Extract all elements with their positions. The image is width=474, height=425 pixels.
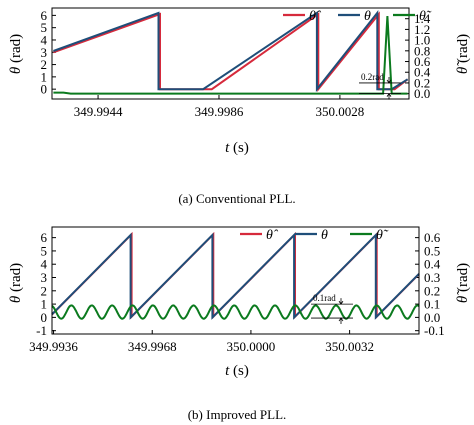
y2-tick-label: 1.2 bbox=[414, 22, 430, 37]
y2-tick-label: 0.6 bbox=[424, 230, 441, 245]
b-x-ticks: 349.9936 349.9968 350.0000 350.0032 bbox=[29, 330, 374, 354]
a-y2-axis-label: θ̃ (rad) bbox=[455, 34, 471, 74]
y-tick-label: 6 bbox=[41, 230, 48, 245]
series-line bbox=[53, 15, 408, 95]
a-plot-frame bbox=[51, 7, 410, 100]
y2-tick-label: 0.5 bbox=[424, 243, 440, 258]
y-tick-label: 1 bbox=[41, 297, 48, 312]
y-tick-label: 5 bbox=[41, 243, 48, 258]
y2-tick-label: 0.0 bbox=[424, 310, 440, 325]
series-line bbox=[53, 10, 409, 93]
x-tick-label: 350.0000 bbox=[227, 339, 276, 354]
y2-tick-label: 0.2 bbox=[414, 75, 430, 90]
y-tick-label: 0 bbox=[41, 310, 48, 325]
y2-tick-label: 0.4 bbox=[424, 257, 441, 272]
legend-label: θ̂ bbox=[309, 9, 322, 24]
b-y2-axis-label: θ̃ (rad) bbox=[455, 263, 471, 303]
b-right-ticks: -0.10.00.10.20.30.40.50.6 bbox=[415, 230, 445, 338]
y-tick-label: 3 bbox=[41, 45, 48, 60]
annotation-arrow-down bbox=[338, 298, 344, 305]
y-tick-label: 1 bbox=[41, 69, 48, 84]
series-line bbox=[51, 232, 420, 320]
x-tick-label: 350.0028 bbox=[316, 104, 365, 119]
y2-tick-label: 0.0 bbox=[414, 86, 430, 101]
y2-tick-label: 0.1 bbox=[424, 297, 440, 312]
a-y-axis-label: θ (rad) bbox=[8, 34, 24, 74]
y-tick-label: 4 bbox=[41, 257, 48, 272]
y-label-var: θ bbox=[8, 63, 24, 74]
y2-tick-label: 0.3 bbox=[424, 270, 440, 285]
y2-tick-label: 0.8 bbox=[414, 43, 430, 58]
legend-label: θ bbox=[321, 228, 328, 243]
y-tick-label: 2 bbox=[41, 57, 48, 72]
y2-tick-label: 1.0 bbox=[414, 33, 430, 48]
x-tick-label: 349.9944 bbox=[74, 104, 123, 119]
a-right-ticks: 0.00.20.40.60.81.01.21.4 bbox=[405, 11, 431, 101]
a-caption: (a) Conventional PLL. bbox=[178, 191, 295, 206]
a-x-axis-label: t (s) bbox=[225, 140, 249, 156]
y2-label-unit: (rad) bbox=[455, 263, 471, 292]
b-x-axis-label: t (s) bbox=[225, 363, 249, 379]
b-legend: θ̂ θ θ̃ bbox=[240, 228, 389, 243]
x-label-unit: (s) bbox=[233, 363, 249, 379]
y2-tick-label: 0.6 bbox=[414, 54, 431, 69]
x-tick-label: 350.0032 bbox=[325, 339, 374, 354]
y2-label-var: θ̃ bbox=[455, 290, 471, 303]
a-x-ticks: 349.9944 349.9986 350.0028 bbox=[74, 95, 365, 119]
x-label-var: t bbox=[225, 140, 233, 156]
legend-label: θ̂ bbox=[266, 228, 279, 243]
y2-tick-label: 0.4 bbox=[414, 65, 431, 80]
b-y-axis-label: θ (rad) bbox=[8, 263, 24, 303]
y-label-var: θ bbox=[8, 292, 24, 303]
series-line bbox=[51, 304, 420, 320]
b-series-lines bbox=[51, 231, 420, 320]
x-tick-label: 349.9936 bbox=[29, 339, 78, 354]
y-tick-label: 3 bbox=[41, 270, 48, 285]
x-label-var: t bbox=[225, 363, 233, 379]
y2-tick-label: 0.2 bbox=[424, 283, 440, 298]
annotation-arrow-up bbox=[338, 317, 344, 325]
x-label-unit: (s) bbox=[233, 140, 249, 156]
legend-label: θ̃ bbox=[376, 228, 389, 243]
b-annotation: 0.1rad bbox=[311, 293, 353, 325]
annotation-label: 0.2rad bbox=[361, 72, 384, 82]
y-tick-label: 0 bbox=[41, 82, 48, 97]
x-tick-label: 349.9968 bbox=[128, 339, 177, 354]
annotation-arrow-up bbox=[386, 92, 392, 100]
b-caption: (b) Improved PLL. bbox=[188, 407, 287, 422]
b-plot-frame bbox=[51, 226, 420, 335]
y2-label-unit: (rad) bbox=[455, 34, 471, 63]
series-line bbox=[53, 11, 409, 93]
legend-label: θ bbox=[364, 9, 371, 24]
y-tick-label: 6 bbox=[41, 8, 48, 23]
y-tick-label: 4 bbox=[41, 32, 48, 47]
a-annotation: 0.2rad bbox=[359, 72, 401, 100]
y-label-unit: (rad) bbox=[8, 34, 24, 63]
y-label-unit: (rad) bbox=[8, 263, 24, 292]
x-tick-label: 349.9986 bbox=[195, 104, 244, 119]
annotation-label: 0.1rad bbox=[313, 293, 336, 303]
a-series-lines bbox=[53, 10, 409, 95]
y2-tick-label: 1.4 bbox=[414, 11, 431, 26]
y2-label-var: θ̃ bbox=[455, 61, 471, 74]
y-tick-label: -1 bbox=[36, 323, 47, 338]
y2-tick-label: -0.1 bbox=[424, 323, 445, 338]
annotation-arrow-down bbox=[386, 76, 392, 84]
y-tick-label: 5 bbox=[41, 20, 48, 35]
y-tick-label: 2 bbox=[41, 283, 48, 298]
